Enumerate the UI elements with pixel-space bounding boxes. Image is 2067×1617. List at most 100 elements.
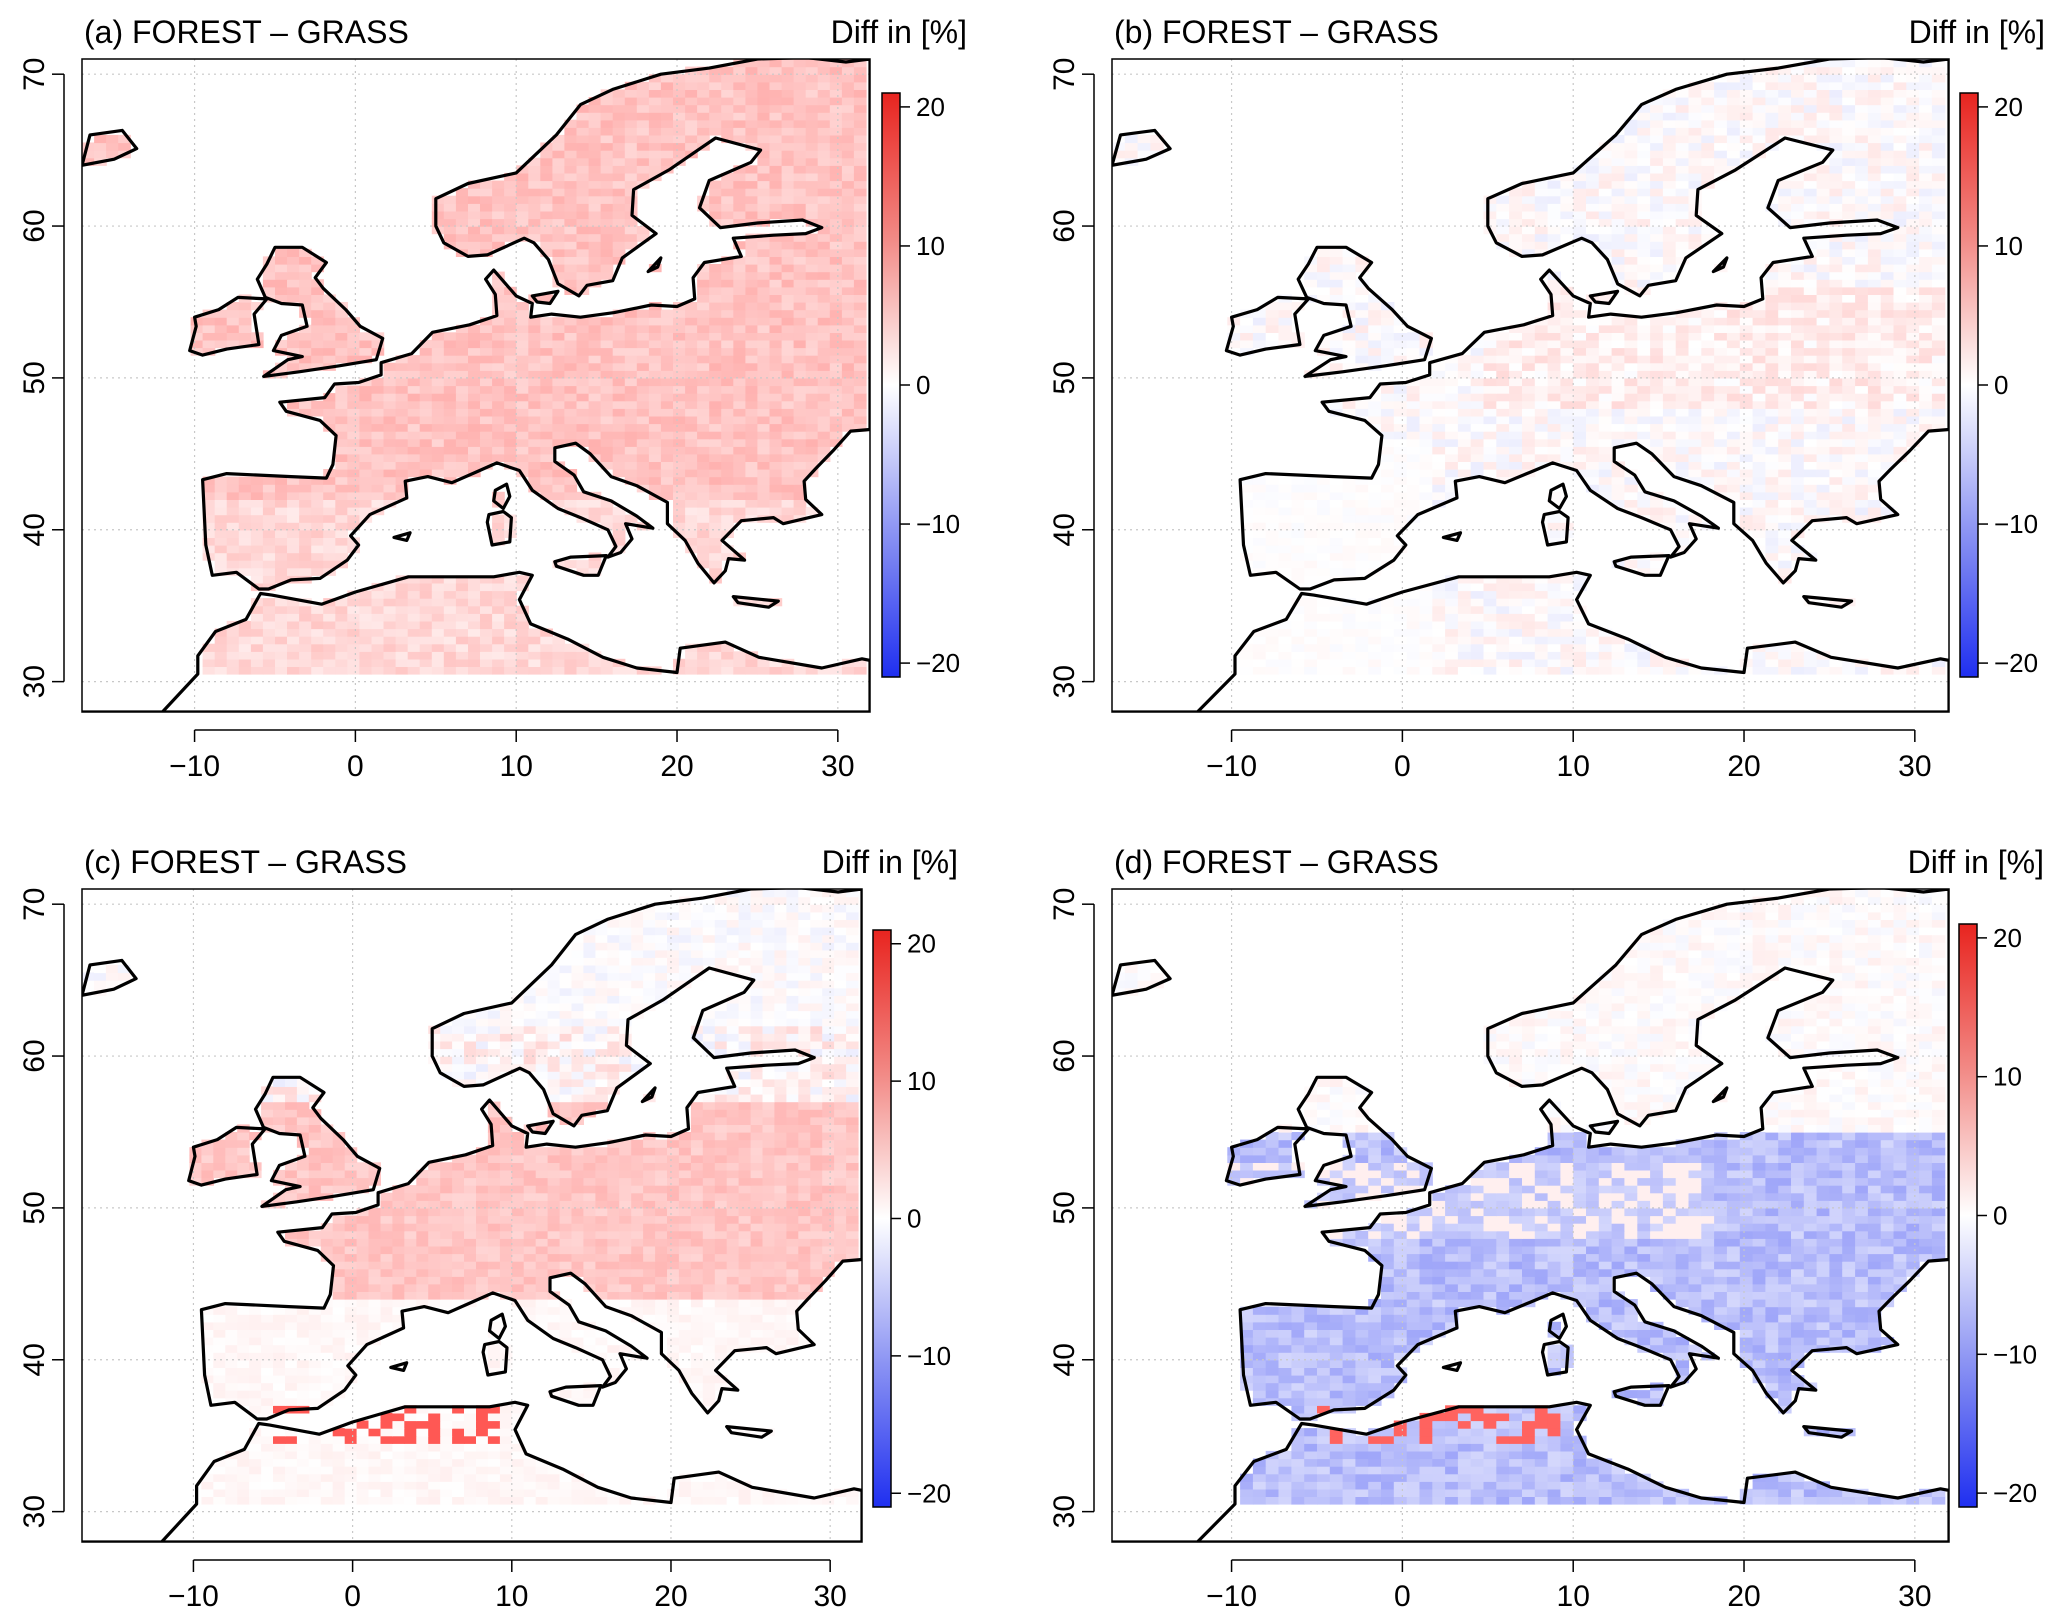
grid-cell [1624,659,1637,667]
grid-cell [830,127,843,135]
grid-cell [1689,127,1702,135]
grid-cell [806,67,819,75]
grid-cell [1817,401,1830,409]
grid-cell [540,158,553,166]
grid-cell [1548,530,1561,538]
grid-cell [794,196,807,204]
grid-cell [1266,484,1279,492]
grid-cell [1740,477,1753,485]
grid-cell [516,386,529,394]
grid-cell [1894,120,1907,128]
grid-cell [516,226,529,234]
grid-cell [251,651,264,659]
grid-cell [625,120,638,128]
grid-cell [818,431,831,439]
grid-cell [1330,507,1343,515]
grid-cell [685,401,698,409]
grid-cell [1407,499,1420,507]
grid-cell [275,287,288,295]
grid-cell [504,378,517,386]
grid-cell [456,636,469,644]
grid-cell [564,143,577,151]
grid-cell [528,431,541,439]
grid-cell [1355,310,1368,318]
grid-cell [1855,264,1868,272]
grid-cell [263,568,276,576]
grid-cell [1881,272,1894,280]
grid-cell [1829,249,1842,257]
grid-cell [637,150,650,158]
grid-cell [1650,560,1663,568]
grid-cell [275,560,288,568]
grid-cell [1330,537,1343,545]
grid-cell [1906,241,1919,249]
grid-cell [1355,317,1368,325]
grid-cell [1701,97,1714,105]
grid-cell [347,621,360,629]
grid-cell [1266,651,1279,659]
grid-cell [1279,302,1292,310]
grid-cell [1548,439,1561,447]
grid-cell [806,203,819,211]
grid-cell [372,469,385,477]
grid-cell [1445,598,1458,606]
grid-cell [1458,461,1471,469]
grid-cell [456,408,469,416]
grid-cell [1240,651,1253,659]
grid-cell [1817,461,1830,469]
grid-cell [637,112,650,120]
grid-cell [661,408,674,416]
grid-cell [1906,408,1919,416]
grid-cell [1676,515,1689,523]
grid-cell [1355,484,1368,492]
grid-cell [637,378,650,386]
grid-cell [1714,439,1727,447]
grid-cell [577,188,590,196]
grid-cell [842,363,855,371]
grid-cell [1573,386,1586,394]
grid-cell [1407,598,1420,606]
grid-cell [1637,416,1650,424]
grid-cell [1740,355,1753,363]
grid-cell [1253,644,1266,652]
grid-cell [1599,454,1612,462]
grid-cell [1573,621,1586,629]
grid-cell [1381,613,1394,621]
grid-cell [1829,74,1842,82]
grid-cell [818,112,831,120]
grid-cell [275,629,288,637]
grid-cell [794,165,807,173]
grid-cell [480,226,493,234]
grid-cell [1881,196,1894,204]
grid-cell [1817,499,1830,507]
grid-cell [564,135,577,143]
grid-cell [1727,150,1740,158]
grid-cell [721,363,734,371]
grid-cell [528,355,541,363]
grid-cell [1624,378,1637,386]
grid-cell [1612,234,1625,242]
grid-cell [1496,408,1509,416]
grid-cell [420,591,433,599]
grid-cell [1817,439,1830,447]
grid-cell [564,188,577,196]
grid-cell [504,591,517,599]
grid-cell [384,431,397,439]
grid-cell [794,386,807,394]
grid-cell [782,264,795,272]
grid-cell [564,386,577,394]
grid-cell [1522,340,1535,348]
grid-cell [721,507,734,515]
grid-cell [492,234,505,242]
grid-cell [1509,621,1522,629]
grid-cell [516,325,529,333]
grid-cell [1932,120,1945,128]
grid-cell [1560,370,1573,378]
grid-cell [432,416,445,424]
grid-cell [1394,408,1407,416]
grid-cell [1919,401,1932,409]
grid-cell [649,469,662,477]
grid-cell [1714,150,1727,158]
grid-cell [1355,651,1368,659]
grid-cell [1522,203,1535,211]
